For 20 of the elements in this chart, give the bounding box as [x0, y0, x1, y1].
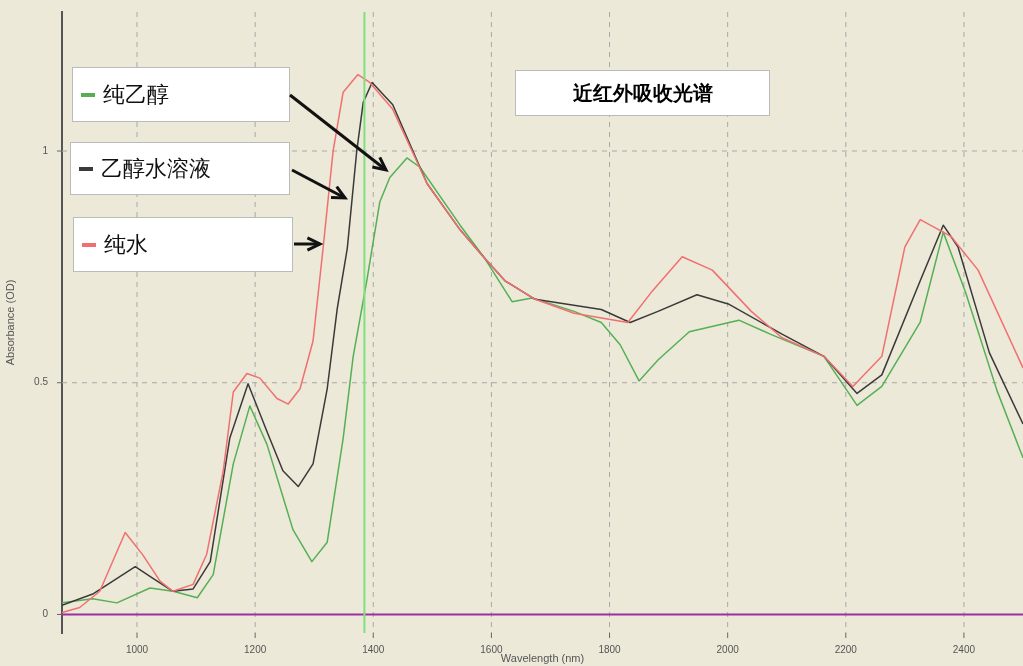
y-tick-label: 1 [42, 144, 49, 156]
label-box: 纯乙醇 [72, 67, 290, 122]
x-tick-label: 1600 [480, 643, 503, 655]
x-tick-label: 2200 [834, 643, 858, 655]
legend-label: 乙醇水溶液 [101, 154, 211, 183]
x-tick-label: 1800 [598, 643, 622, 655]
x-tick-label: 1000 [125, 643, 149, 655]
label-box: 纯水 [73, 217, 293, 272]
x-tick-label: 1200 [244, 643, 267, 655]
legend-label: 纯乙醇 [103, 80, 169, 109]
x-axis-title: Wavelength (nm) [500, 652, 585, 665]
y-tick-label: 0.5 [34, 376, 49, 388]
y-axis-title: Absorbance (OD) [3, 279, 16, 366]
y-tick-label: 0 [42, 608, 49, 620]
legend-label: 纯水 [104, 230, 148, 259]
title-box: 近红外吸收光谱 [515, 70, 770, 116]
x-tick-label: 2000 [716, 643, 740, 655]
x-tick-label: 1400 [362, 643, 385, 655]
x-tick-label: 2400 [952, 643, 976, 655]
label-box: 乙醇水溶液 [70, 142, 290, 195]
